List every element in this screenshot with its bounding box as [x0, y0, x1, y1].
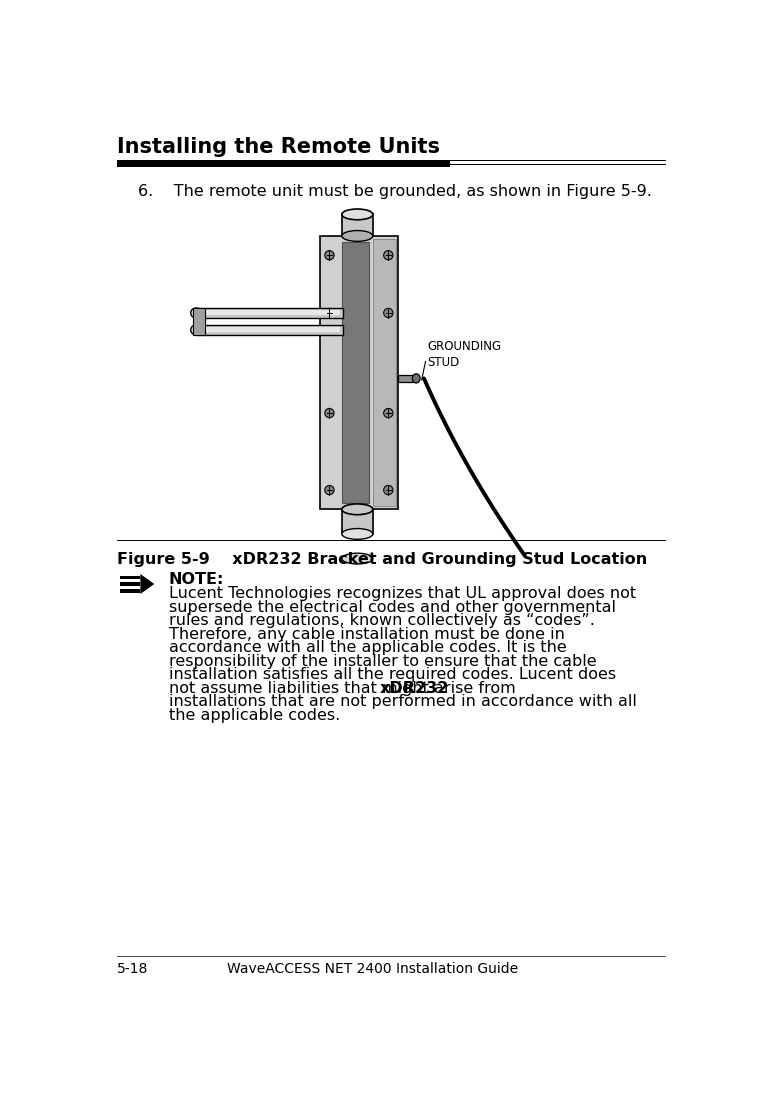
- Circle shape: [325, 408, 334, 418]
- Bar: [117, 160, 450, 167]
- Circle shape: [384, 408, 393, 418]
- Circle shape: [325, 308, 334, 318]
- Bar: [121, 583, 140, 586]
- Text: 6.    The remote unit must be grounded, as shown in Figure 5-9.: 6. The remote unit must be grounded, as …: [138, 185, 652, 199]
- Bar: [196, 308, 343, 318]
- Text: the applicable codes.: the applicable codes.: [169, 707, 340, 723]
- Text: installations that are not performed in accordance with all: installations that are not performed in …: [169, 694, 637, 710]
- Ellipse shape: [191, 308, 201, 318]
- Text: Figure 5-9    xDR232 Bracket and Grounding Stud Location: Figure 5-9 xDR232 Bracket and Grounding …: [117, 552, 647, 568]
- Bar: [342, 214, 373, 235]
- Bar: [373, 239, 396, 506]
- Text: Lucent Technologies recognizes that UL approval does not: Lucent Technologies recognizes that UL a…: [169, 586, 636, 602]
- Bar: [342, 242, 369, 503]
- Bar: [121, 590, 140, 593]
- Text: Therefore, any cable installation must be done in: Therefore, any cable installation must b…: [169, 627, 565, 641]
- Bar: [193, 308, 205, 334]
- Circle shape: [325, 251, 334, 260]
- Text: rules and regulations, known collectively as “codes”.: rules and regulations, known collectivel…: [169, 614, 595, 628]
- Circle shape: [325, 485, 334, 495]
- Text: NOTE:: NOTE:: [169, 572, 224, 587]
- Bar: [320, 236, 398, 509]
- Ellipse shape: [342, 504, 373, 515]
- Text: xDR232: xDR232: [380, 681, 449, 695]
- Circle shape: [384, 308, 393, 318]
- Ellipse shape: [342, 529, 373, 539]
- Text: 5-18: 5-18: [117, 962, 149, 976]
- Text: accordance with all the applicable codes. It is the: accordance with all the applicable codes…: [169, 640, 567, 656]
- Ellipse shape: [191, 324, 201, 334]
- Bar: [199, 327, 340, 332]
- Ellipse shape: [412, 374, 420, 383]
- Polygon shape: [140, 574, 154, 594]
- Bar: [121, 575, 140, 580]
- Ellipse shape: [342, 209, 373, 220]
- Circle shape: [384, 485, 393, 495]
- Ellipse shape: [342, 553, 373, 564]
- Text: Installing the Remote Units: Installing the Remote Units: [117, 136, 440, 156]
- Ellipse shape: [342, 231, 373, 241]
- Bar: [342, 509, 373, 534]
- Text: responsibility of the installer to ensure that the cable: responsibility of the installer to ensur…: [169, 653, 597, 669]
- Text: not assume liabilities that might arise from: not assume liabilities that might arise …: [169, 681, 521, 695]
- Bar: [196, 324, 343, 334]
- Bar: [199, 310, 340, 316]
- Text: GROUNDING
STUD: GROUNDING STUD: [427, 340, 501, 368]
- Text: WaveACCESS NET 2400 Installation Guide: WaveACCESS NET 2400 Installation Guide: [227, 962, 518, 976]
- Text: supersede the electrical codes and other governmental: supersede the electrical codes and other…: [169, 600, 616, 615]
- Bar: [398, 374, 413, 383]
- Text: installation satisfies all the required codes. Lucent does: installation satisfies all the required …: [169, 667, 617, 682]
- Circle shape: [384, 251, 393, 260]
